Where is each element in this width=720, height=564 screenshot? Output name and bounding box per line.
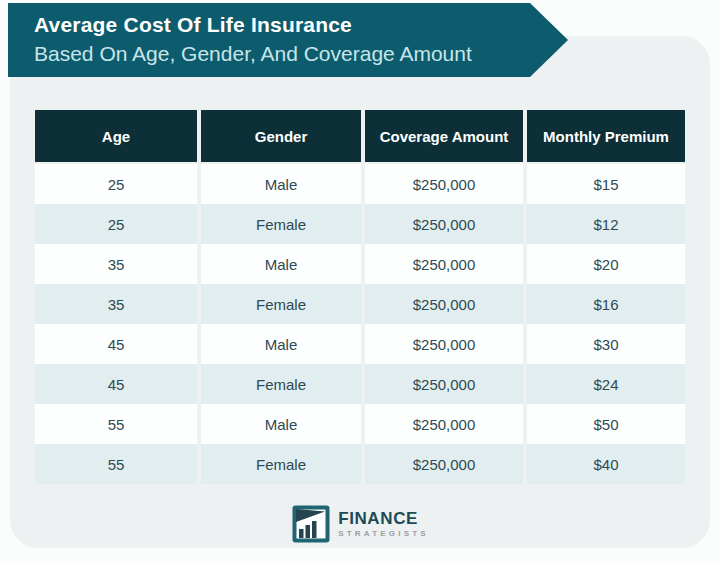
cell-age: 55 [35,404,197,444]
page-subtitle: Based On Age, Gender, And Coverage Amoun… [34,41,568,67]
cell-premium: $24 [527,364,685,404]
cell-coverage: $250,000 [365,404,523,444]
cell-premium: $50 [527,404,685,444]
cell-coverage: $250,000 [365,284,523,324]
cell-gender: Male [201,244,361,284]
column-header-gender: Gender [201,110,361,162]
table-row: 55 Female $250,000 $40 [35,444,685,484]
page-title: Average Cost Of Life Insurance [34,11,568,38]
table-row: 55 Male $250,000 $50 [35,404,685,444]
column-header-premium: Monthly Premium [527,110,685,162]
cell-coverage: $250,000 [365,444,523,484]
logo-name: FINANCE [338,510,429,527]
cell-age: 35 [35,284,197,324]
cell-gender: Female [201,284,361,324]
cell-premium: $15 [527,164,685,204]
table-row: 45 Female $250,000 $24 [35,364,685,404]
table-row: 35 Female $250,000 $16 [35,284,685,324]
cell-premium: $40 [527,444,685,484]
logo-text: FINANCE STRATEGISTS [338,504,429,538]
cell-age: 45 [35,324,197,364]
logo-subname: STRATEGISTS [338,530,429,538]
cell-age: 35 [35,244,197,284]
cell-premium: $20 [527,244,685,284]
table-row: 25 Female $250,000 $12 [35,204,685,244]
finance-strategists-logo: FINANCE STRATEGISTS [0,504,720,548]
column-header-coverage: Coverage Amount [365,110,523,162]
cell-gender: Male [201,404,361,444]
table-row: 35 Male $250,000 $20 [35,244,685,284]
insurance-cost-table: Age Gender Coverage Amount Monthly Premi… [35,110,685,484]
cell-gender: Female [201,444,361,484]
cell-coverage: $250,000 [365,244,523,284]
cell-premium: $16 [527,284,685,324]
table-row: 25 Male $250,000 $15 [35,164,685,204]
bar-chart-growth-icon [291,504,331,548]
cell-age: 45 [35,364,197,404]
cell-coverage: $250,000 [365,204,523,244]
cell-coverage: $250,000 [365,364,523,404]
cell-gender: Male [201,164,361,204]
cell-gender: Female [201,364,361,404]
cell-age: 25 [35,164,197,204]
cell-age: 25 [35,204,197,244]
cell-gender: Male [201,324,361,364]
table-row: 45 Male $250,000 $30 [35,324,685,364]
cell-coverage: $250,000 [365,164,523,204]
title-banner: Average Cost Of Life Insurance Based On … [8,3,568,77]
table-header-row: Age Gender Coverage Amount Monthly Premi… [35,110,685,162]
cell-gender: Female [201,204,361,244]
cell-coverage: $250,000 [365,324,523,364]
infographic-page: Average Cost Of Life Insurance Based On … [0,0,720,564]
cell-premium: $12 [527,204,685,244]
column-header-age: Age [35,110,197,162]
cell-age: 55 [35,444,197,484]
cell-premium: $30 [527,324,685,364]
